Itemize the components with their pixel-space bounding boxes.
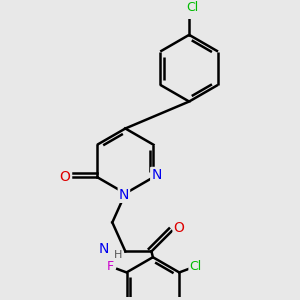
Text: Cl: Cl xyxy=(186,1,198,14)
Text: O: O xyxy=(59,170,70,184)
Text: N: N xyxy=(99,242,110,256)
Text: F: F xyxy=(107,260,114,273)
Text: N: N xyxy=(119,188,129,202)
Text: Cl: Cl xyxy=(189,260,202,273)
Text: H: H xyxy=(114,250,122,260)
Text: O: O xyxy=(174,221,184,235)
Text: N: N xyxy=(151,168,162,182)
